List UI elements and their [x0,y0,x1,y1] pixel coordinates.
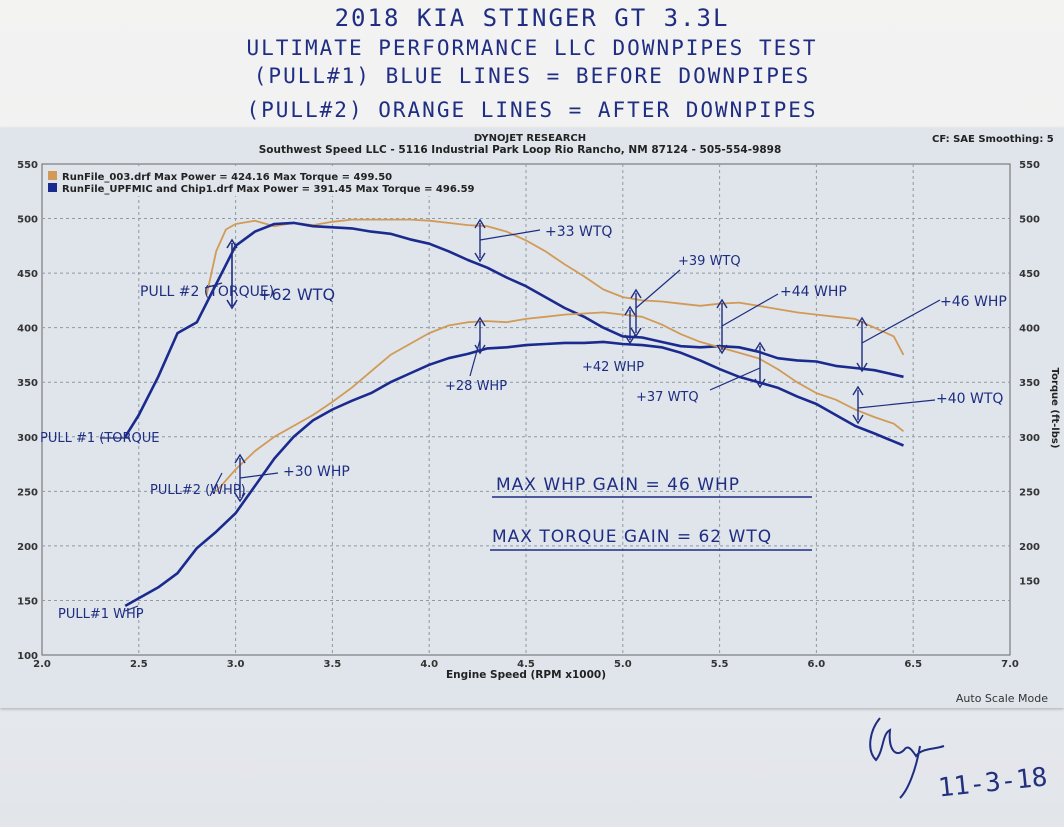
x-tick-label: 6.0 [808,659,826,670]
label-gain-62wtq: +62 WTQ [258,285,335,304]
y-tick-label-left: 300 [17,433,38,444]
title-line-2: ULTIMATE PERFORMANCE LLC DOWNPIPES TEST [246,36,818,60]
label-pull2-torque: PULL #2 (TORQUE) [140,284,274,300]
signature [869,717,945,799]
y-tick-label-right: 400 [1019,324,1040,335]
title-line-4: (PULL#2) ORANGE LINES = AFTER DOWNPIPES [246,98,818,122]
label-gain-40wtq: +40 WTQ [936,391,1003,407]
y-tick-label-left: 150 [17,596,38,607]
y-tick-label-left: 250 [17,487,38,498]
title-line-1: 2018 KIA STINGER GT 3.3L [334,4,730,32]
dyno-company: DYNOJET RESEARCH [474,133,586,144]
label-gain-42whp: +42 WHP [582,360,644,375]
tick-labels: 2.0 2.5 3.0 3.5 4.0 4.5 5.0 5.5 6.0 6.5 7.0 100 150 2… [17,160,1040,670]
x-tick-label: 6.5 [904,659,922,670]
y-tick-label-left: 500 [17,215,38,226]
label-gain-37wtq: +37 WTQ [636,390,699,405]
y-tick-label-right: 200 [1019,542,1040,553]
y-tick-label-left: 400 [17,324,38,335]
y-tick-label-right: 500 [1019,215,1040,226]
y-tick-label-right: 150 [1019,576,1040,587]
dyno-chart: DYNOJET RESEARCH Southwest Speed LLC - 5… [17,133,1060,705]
y-tick-label-left: 550 [17,160,38,171]
label-gain-30whp: +30 WHP [283,464,350,480]
label-pull1-torque: PULL #1 (TORQUE [40,431,160,446]
x-tick-label: 5.0 [614,659,632,670]
y-tick-label-right: 450 [1019,269,1040,280]
y-axis-right-label: Torque (ft-lbs) [1049,368,1060,449]
dyno-shop: Southwest Speed LLC - 5116 Industrial Pa… [259,144,782,156]
legend-box [44,166,520,196]
auto-scale-mode: Auto Scale Mode [956,692,1048,705]
label-pull1-whp: PULL#1 WHP [58,607,144,622]
x-tick-label: 3.5 [324,659,342,670]
label-gain-39wtq: +39 WTQ [678,254,741,269]
series-line-power-orange [215,311,905,492]
x-tick-label: 5.5 [711,659,729,670]
y-tick-label-left: 350 [17,378,38,389]
label-gain-33wtq: +33 WTQ [545,224,612,240]
x-tick-label: 4.0 [420,659,438,670]
legend-blue: RunFile_UPFMIC and Chip1.drf Max Power =… [62,184,475,195]
x-tick-label: 7.0 [1001,659,1019,670]
max-torque-gain: MAX TORQUE GAIN = 62 WTQ [492,527,772,547]
label-pull2-whp: PULL#2 (WHP) [150,483,246,498]
legend-swatch-blue [48,183,57,192]
grid [42,164,1010,655]
title-line-3: (PULL#1) BLUE LINES = BEFORE DOWNPIPES [253,64,811,88]
x-tick-label: 2.5 [130,659,148,670]
label-gain-46whp: +46 WHP [940,294,1007,310]
y-tick-label-right: 300 [1019,433,1040,444]
handwritten-annotations: PULL #2 (TORQUE) PULL #1 (TORQUE PULL#2 … [40,218,1007,622]
x-tick-label: 4.5 [517,659,535,670]
dyno-cf: CF: SAE Smoothing: 5 [932,134,1054,145]
y-tick-label-right: 550 [1019,160,1040,171]
label-gain-28whp: +28 WHP [445,379,507,394]
legend-orange: RunFile_003.drf Max Power = 424.16 Max T… [62,172,392,183]
series-line-torque-blue [124,221,904,438]
max-whp-gain: MAX WHP GAIN = 46 WHP [496,475,740,495]
y-tick-label-left: 200 [17,542,38,553]
y-tick-label-left: 450 [17,269,38,280]
x-tick-label: 3.0 [227,659,245,670]
y-tick-label-right: 250 [1019,487,1040,498]
dyno-sheet: DYNOJET RESEARCH Southwest Speed LLC - 5… [0,128,1064,708]
label-gain-44whp: +44 WHP [780,284,847,300]
x-tick-label: 2.0 [33,659,51,670]
x-axis-label: Engine Speed (RPM x1000) [446,669,606,681]
legend-swatch-orange [48,171,57,180]
series-lines [124,218,905,608]
series-line-power-blue [124,340,904,608]
y-tick-label-right: 350 [1019,378,1040,389]
y-tick-label-left: 100 [17,651,38,662]
